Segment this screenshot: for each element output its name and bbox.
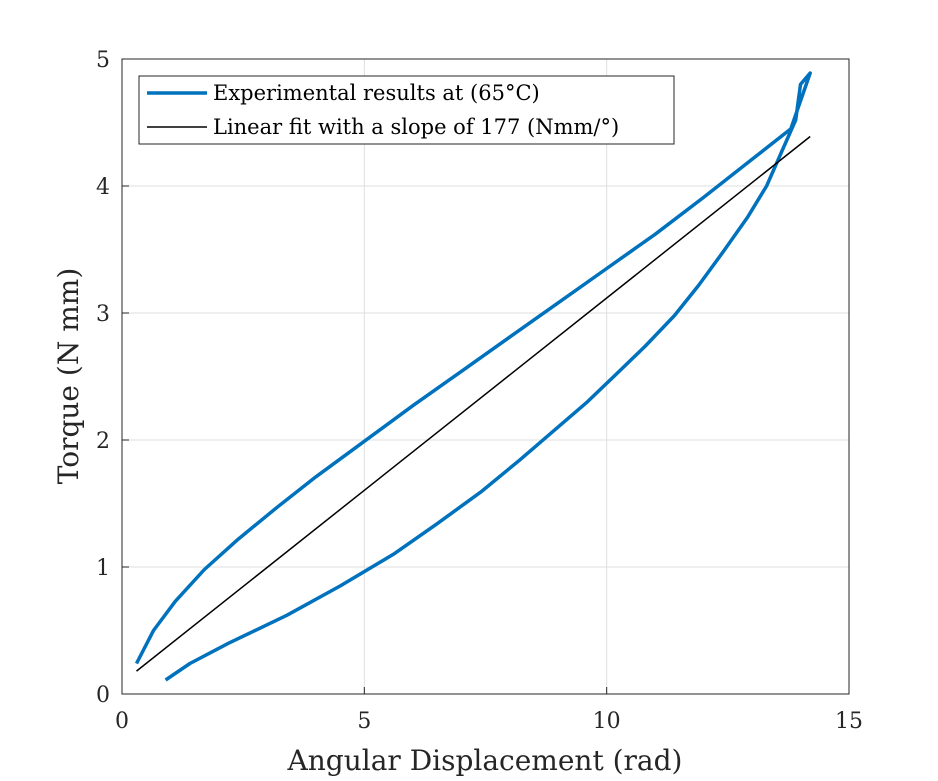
y-tick-label: 1 <box>96 556 110 581</box>
y-tick-label: 4 <box>96 175 110 200</box>
plot-area <box>122 59 849 694</box>
x-tick-label: 10 <box>593 709 621 734</box>
series-group <box>134 71 812 682</box>
legend-label-experimental: Experimental results at (65°C) <box>213 81 540 105</box>
series-line-linear-fit <box>136 135 811 672</box>
y-tick-label: 0 <box>96 683 110 708</box>
y-tick-label: 5 <box>96 48 110 73</box>
legend-label-linear-fit: Linear fit with a slope of 177 (Nmm/°) <box>213 115 619 139</box>
x-tick-label: 15 <box>835 709 863 734</box>
x-axis-label: Angular Displacement (rad) <box>287 744 683 777</box>
ticks: 0 5 10 15 0 1 2 3 4 5 <box>96 48 863 734</box>
y-tick-label: 3 <box>96 302 110 327</box>
y-axis-label: Torque (N mm) <box>52 268 85 485</box>
axes-box <box>121 58 850 695</box>
series-line-experimental <box>134 71 812 682</box>
x-tick-label: 0 <box>115 709 129 734</box>
y-tick-label: 2 <box>96 429 110 454</box>
legend-box <box>138 75 675 145</box>
x-tick-label: 5 <box>357 709 371 734</box>
legend: Experimental results at (65°C) Linear fi… <box>138 75 675 145</box>
